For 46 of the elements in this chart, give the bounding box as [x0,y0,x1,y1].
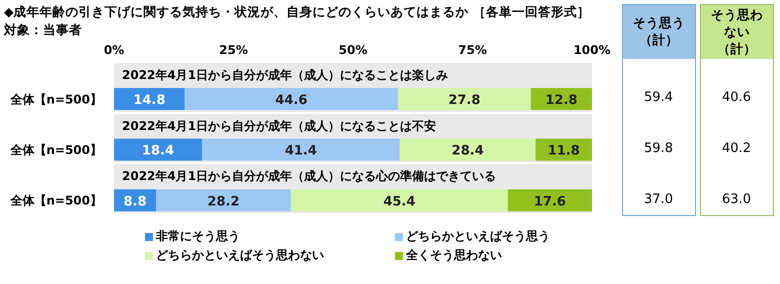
bar [398,88,531,110]
y-tick-label: 全体【n=500】 [9,92,102,106]
text: そう思わない（計） [701,5,773,59]
text: 59.8 [643,141,674,156]
bar [400,138,536,161]
y-tick-label: 全体【n=500】 [9,143,102,157]
data-label: 8.8 [124,194,147,210]
x-tick-label: 75% [458,43,487,57]
bar [114,138,202,161]
legend-label: 非常にそう思う [155,228,241,245]
bar [114,88,185,110]
x-tick-label: 0% [104,43,124,57]
legend-label: どちらかといえばそう思わない [155,247,325,264]
data-label: 14.8 [133,93,166,108]
text: 40.6 [721,90,752,106]
text: そう思う（計） [623,5,695,59]
data-label: 28.2 [207,194,240,210]
data-label: 11.8 [548,144,580,159]
data-label: 28.4 [452,144,484,159]
text: 40.2 [721,141,752,156]
data-label: 18.4 [142,144,174,159]
bar [290,189,508,212]
x-tick-label: 50% [338,43,368,57]
annotation: 2022年4月1日から自分が成年（成人）になる心の準備はできている [121,168,498,186]
y-tick-label: 全体【n=500】 [9,194,102,208]
bar [508,189,592,212]
bar [156,189,291,212]
bar [202,138,400,161]
x-tick-label: 25% [219,43,248,57]
data-label: 44.6 [275,93,308,108]
annotation: 2022年4月1日から自分が成年（成人）になることは楽しみ [121,67,450,84]
data-label: 17.6 [534,194,566,210]
text: 63.0 [721,192,752,207]
chart-title: ◆成年年齢の引き下げに関する気持ち・状況が、自身にどのくらいあてはまるか ［各単一回答形式］ [4,4,590,21]
legend-label: 全くそう思わない [405,247,503,264]
text: 59.4 [643,90,674,106]
text: 37.0 [643,192,674,207]
annotation: 2022年4月1日から自分が成年（成人）になることは不安 [121,118,438,135]
data-label: 12.8 [545,93,578,108]
data-label: 27.8 [448,93,480,108]
bar [184,88,398,110]
data-label: 45.4 [383,194,416,210]
data-label: 41.4 [284,144,317,159]
legend-label: どちらかといえばそう思う [405,228,551,245]
x-tick-label: 100% [573,43,611,57]
chart-subtitle: 対象：当事者 [4,22,82,39]
